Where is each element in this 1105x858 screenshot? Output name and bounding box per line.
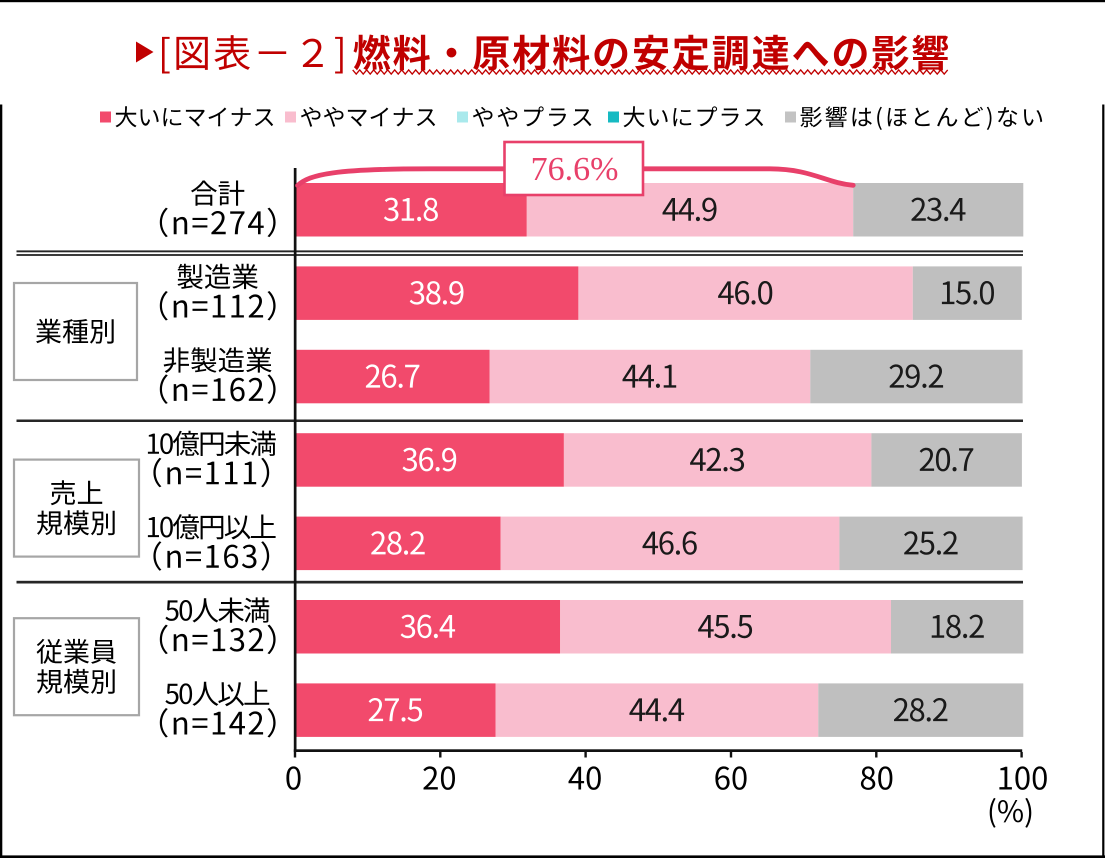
svg-text:76.6%: 76.6% <box>531 151 619 188</box>
